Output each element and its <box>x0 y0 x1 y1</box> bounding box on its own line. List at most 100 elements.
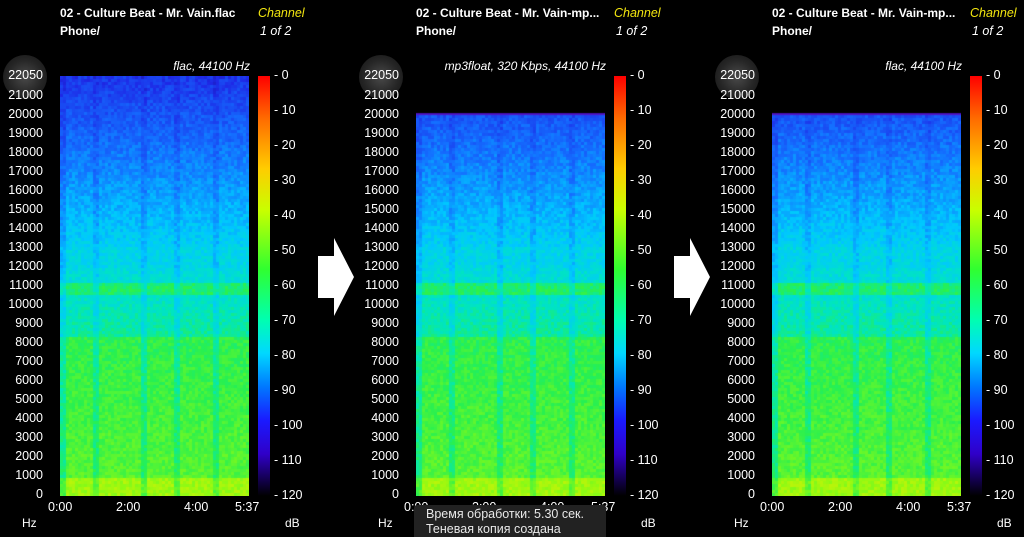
colorbar-tick-label: - 120 <box>630 488 659 502</box>
y-unit-label: Hz <box>378 516 393 530</box>
file-title: 02 - Culture Beat - Mr. Vain.flac <box>60 6 236 20</box>
toast-line-1: Время обработки: 5.30 сек. <box>426 507 584 521</box>
y-tick-label: 11000 <box>9 277 43 292</box>
colorbar <box>258 76 270 496</box>
y-tick-label: 22050 <box>364 68 399 82</box>
y-tick-label: 10000 <box>364 296 399 311</box>
colorbar-unit-label: dB <box>997 516 1012 530</box>
y-tick-label: 7000 <box>15 353 43 368</box>
spectrogram-plot[interactable] <box>416 76 605 496</box>
format-info: flac, 44100 Hz <box>885 59 962 73</box>
channel-label[interactable]: Channel <box>970 6 1017 20</box>
y-tick-label: 10000 <box>8 296 43 311</box>
colorbar-tick-label: - 50 <box>630 243 652 257</box>
channel-value[interactable]: 1 of 2 <box>616 24 648 38</box>
y-tick-label: 22050 <box>720 68 755 82</box>
y-tick-label: 3000 <box>15 429 43 444</box>
y-tick-label: 14000 <box>364 220 399 235</box>
y-tick-label: 14000 <box>720 220 755 235</box>
y-tick-label: 5000 <box>727 391 755 406</box>
y-tick-label: 13000 <box>364 239 399 254</box>
y-tick-label: 17000 <box>720 163 755 178</box>
y-tick-label: 15000 <box>364 201 399 216</box>
colorbar-tick-label: - 60 <box>274 278 296 292</box>
x-tick-label: 5:37 <box>947 500 972 514</box>
y-tick-label: 5000 <box>371 391 399 406</box>
disc-icon <box>359 55 403 99</box>
colorbar-tick-label: - 90 <box>630 383 652 397</box>
y-tick-label: 12000 <box>720 258 755 273</box>
y-tick-label: 15000 <box>720 201 755 216</box>
spectrogram-panel[interactable]: 02 - Culture Beat - Mr. Vain-mp... Phone/… <box>356 0 696 537</box>
y-tick-label: 4000 <box>15 410 43 425</box>
arrow-right-icon <box>318 238 354 316</box>
spectrogram-plot[interactable] <box>772 76 961 496</box>
y-tick-label: 8000 <box>15 334 43 349</box>
channel-value[interactable]: 1 of 2 <box>972 24 1004 38</box>
colorbar-tick-label: - 100 <box>630 418 659 432</box>
y-tick-label: 0 <box>748 487 755 501</box>
colorbar-tick-label: - 120 <box>986 488 1015 502</box>
y-tick-label: 2000 <box>15 448 43 463</box>
y-tick-label: 0 <box>36 487 43 501</box>
colorbar-tick-label: - 50 <box>274 243 296 257</box>
y-tick-label: 0 <box>392 487 399 501</box>
y-tick-label: 18000 <box>720 144 755 159</box>
y-tick-label: 21000 <box>364 87 399 102</box>
y-tick-label: 20000 <box>364 106 399 121</box>
y-tick-label: 19000 <box>8 125 43 140</box>
y-tick-label: 14000 <box>8 220 43 235</box>
file-path: Phone/ <box>60 24 101 38</box>
colorbar <box>970 76 982 496</box>
spectrogram-panel[interactable]: 02 - Culture Beat - Mr. Vain.flac Phone/C… <box>0 0 340 537</box>
colorbar-tick-label: - 70 <box>630 313 652 327</box>
y-tick-label: 1000 <box>371 467 399 482</box>
y-tick-label: 17000 <box>364 163 399 178</box>
colorbar-tick-label: - 80 <box>274 348 296 362</box>
channel-value[interactable]: 1 of 2 <box>260 24 292 38</box>
colorbar-tick-label: - 20 <box>630 138 652 152</box>
y-tick-label: 13000 <box>8 239 43 254</box>
file-path: Phone/ <box>772 24 813 38</box>
channel-label[interactable]: Channel <box>614 6 661 20</box>
x-tick-label: 0:00 <box>760 500 785 514</box>
channel-label[interactable]: Channel <box>258 6 305 20</box>
file-path: Phone/ <box>416 24 457 38</box>
y-tick-label: 4000 <box>371 410 399 425</box>
colorbar-tick-label: - 120 <box>274 488 303 502</box>
spectrogram-plot[interactable] <box>60 76 249 496</box>
y-tick-label: 6000 <box>371 372 399 387</box>
y-tick-label: 13000 <box>720 239 755 254</box>
arrow-right-icon <box>674 238 710 316</box>
colorbar-tick-label: - 40 <box>986 208 1008 222</box>
y-tick-label: 15000 <box>8 201 43 216</box>
y-tick-label: 8000 <box>727 334 755 349</box>
format-info: flac, 44100 Hz <box>173 59 250 73</box>
colorbar-tick-label: - 10 <box>986 103 1008 117</box>
colorbar-unit-label: dB <box>641 516 656 530</box>
colorbar-tick-label: - 100 <box>986 418 1015 432</box>
x-tick-label: 4:00 <box>184 500 209 514</box>
y-tick-label: 3000 <box>727 429 755 444</box>
spectrogram-panel[interactable]: 02 - Culture Beat - Mr. Vain-mp... Phone/… <box>712 0 1024 537</box>
x-tick-label: 2:00 <box>116 500 141 514</box>
file-title: 02 - Culture Beat - Mr. Vain-mp... <box>772 6 956 20</box>
y-tick-label: 17000 <box>8 163 43 178</box>
colorbar-tick-label: - 110 <box>630 453 658 467</box>
colorbar-tick-label: - 50 <box>986 243 1008 257</box>
y-tick-label: 19000 <box>720 125 755 140</box>
y-tick-label: 20000 <box>8 106 43 121</box>
y-tick-label: 12000 <box>8 258 43 273</box>
y-tick-label: 18000 <box>364 144 399 159</box>
y-tick-label: 16000 <box>720 182 755 197</box>
y-tick-label: 20000 <box>720 106 755 121</box>
disc-icon <box>3 55 47 99</box>
y-tick-label: 8000 <box>371 334 399 349</box>
y-unit-label: Hz <box>734 516 749 530</box>
format-info: mp3float, 320 Kbps, 44100 Hz <box>444 59 606 73</box>
colorbar-tick-label: - 30 <box>630 173 652 187</box>
colorbar-tick-label: - 40 <box>630 208 652 222</box>
y-tick-label: 16000 <box>8 182 43 197</box>
y-unit-label: Hz <box>22 516 37 530</box>
y-tick-label: 7000 <box>727 353 755 368</box>
